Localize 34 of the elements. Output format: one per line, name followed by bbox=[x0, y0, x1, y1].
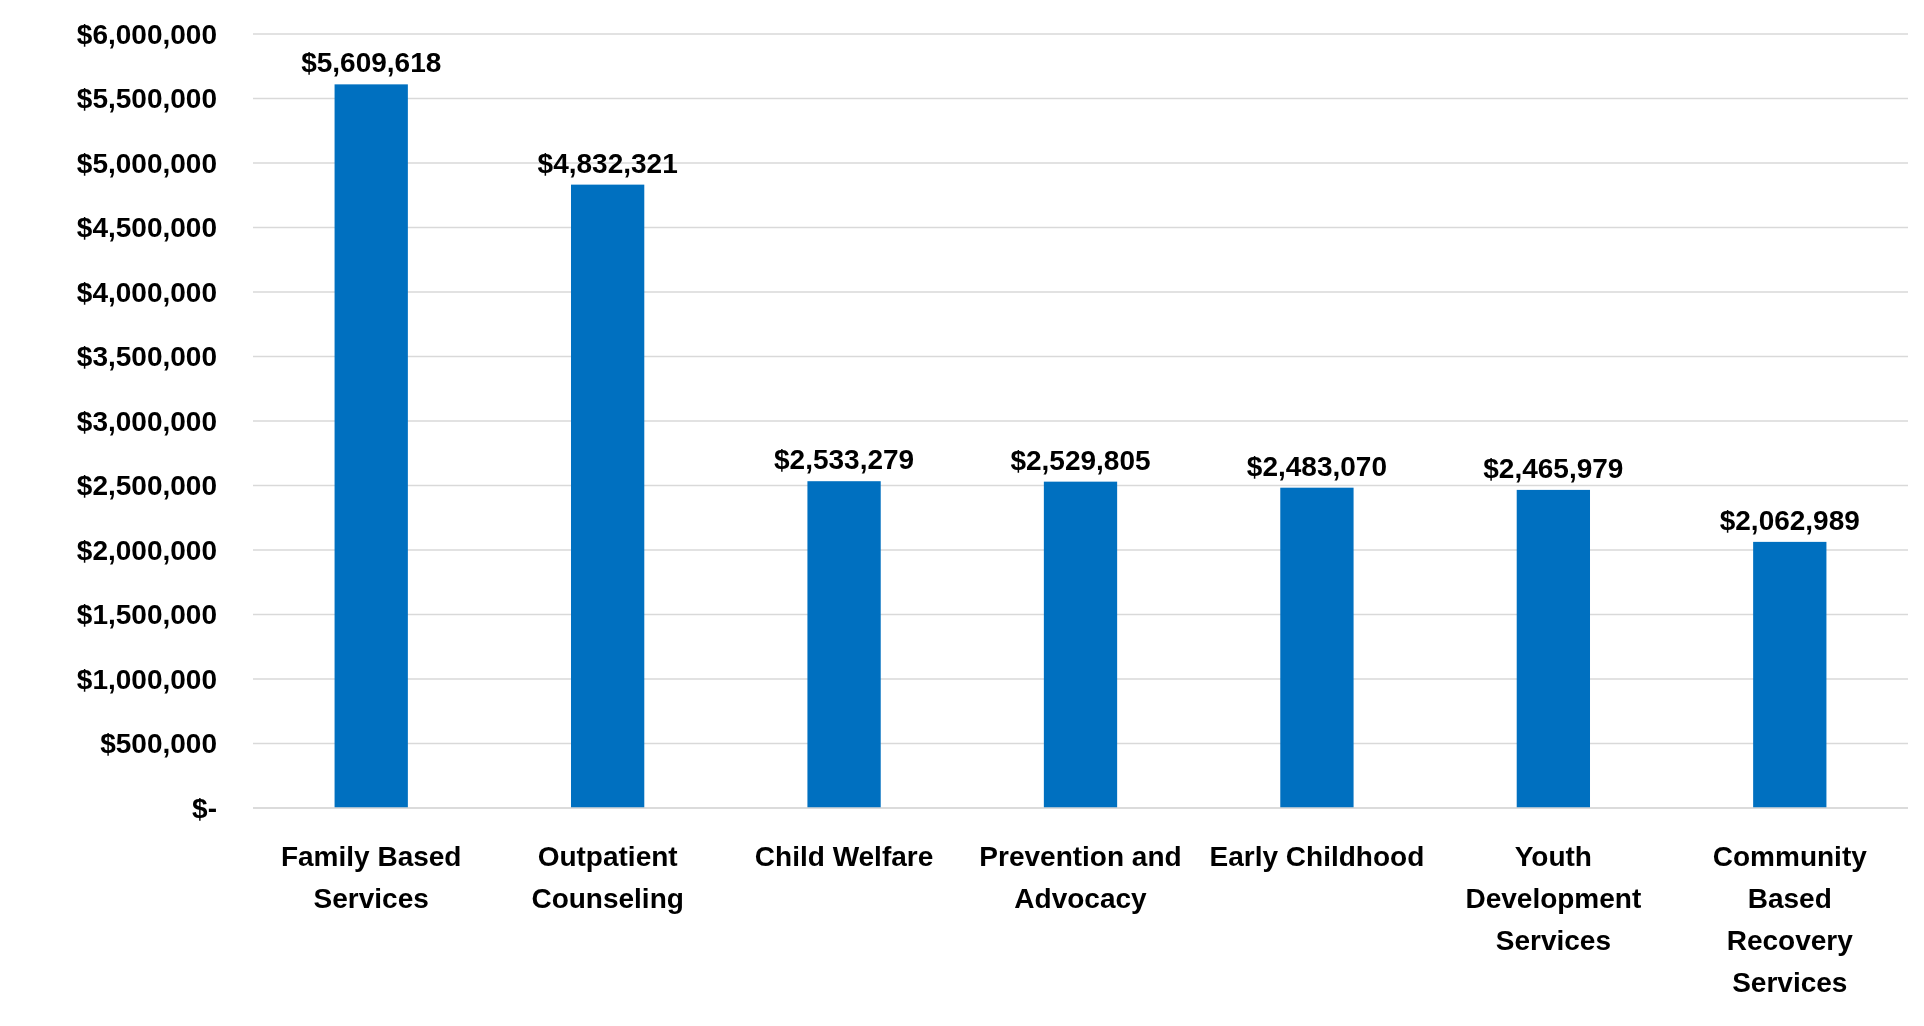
data-label: $5,609,618 bbox=[301, 47, 442, 79]
bar bbox=[1280, 487, 1354, 808]
y-tick-label: $3,000,000 bbox=[76, 405, 217, 437]
bar bbox=[1516, 489, 1590, 808]
y-tick-label: $5,500,000 bbox=[76, 83, 217, 115]
data-label: $2,483,070 bbox=[1246, 450, 1387, 482]
y-tick-label: $500,000 bbox=[100, 728, 217, 760]
bar bbox=[571, 184, 645, 808]
x-tick-label: Outpatient Counseling bbox=[531, 841, 684, 914]
y-tick-label: $2,000,000 bbox=[76, 534, 217, 566]
y-tick-label: $2,500,000 bbox=[76, 470, 217, 502]
x-tick-label: Child Welfare bbox=[754, 841, 934, 872]
data-label: $2,529,805 bbox=[1010, 444, 1151, 476]
x-tick-label: Prevention and Advocacy bbox=[979, 841, 1182, 914]
bar bbox=[1043, 481, 1118, 808]
data-label: $4,832,321 bbox=[537, 147, 678, 179]
x-tick-label: Family Based Services bbox=[280, 841, 462, 914]
y-tick-label: $5,000,000 bbox=[76, 147, 217, 179]
y-tick-label: $4,000,000 bbox=[76, 276, 217, 308]
data-label: $2,062,989 bbox=[1719, 504, 1860, 536]
bar bbox=[334, 84, 408, 808]
y-tick-label: $6,000,000 bbox=[76, 18, 217, 50]
y-tick-label: $3,500,000 bbox=[76, 341, 217, 373]
y-tick-label: $4,500,000 bbox=[76, 212, 217, 244]
y-tick-label: $1,500,000 bbox=[76, 599, 217, 631]
x-tick-label: Early Childhood bbox=[1209, 841, 1425, 872]
y-tick-label: $- bbox=[192, 792, 217, 824]
data-label: $2,465,979 bbox=[1483, 452, 1624, 484]
x-tick-label: Community Based Recovery Services bbox=[1712, 841, 1868, 998]
x-tick-label: Youth Development Services bbox=[1465, 841, 1642, 956]
bar bbox=[1753, 541, 1827, 808]
y-tick-label: $1,000,000 bbox=[76, 663, 217, 695]
bar bbox=[807, 481, 881, 808]
data-label: $2,533,279 bbox=[774, 444, 915, 476]
